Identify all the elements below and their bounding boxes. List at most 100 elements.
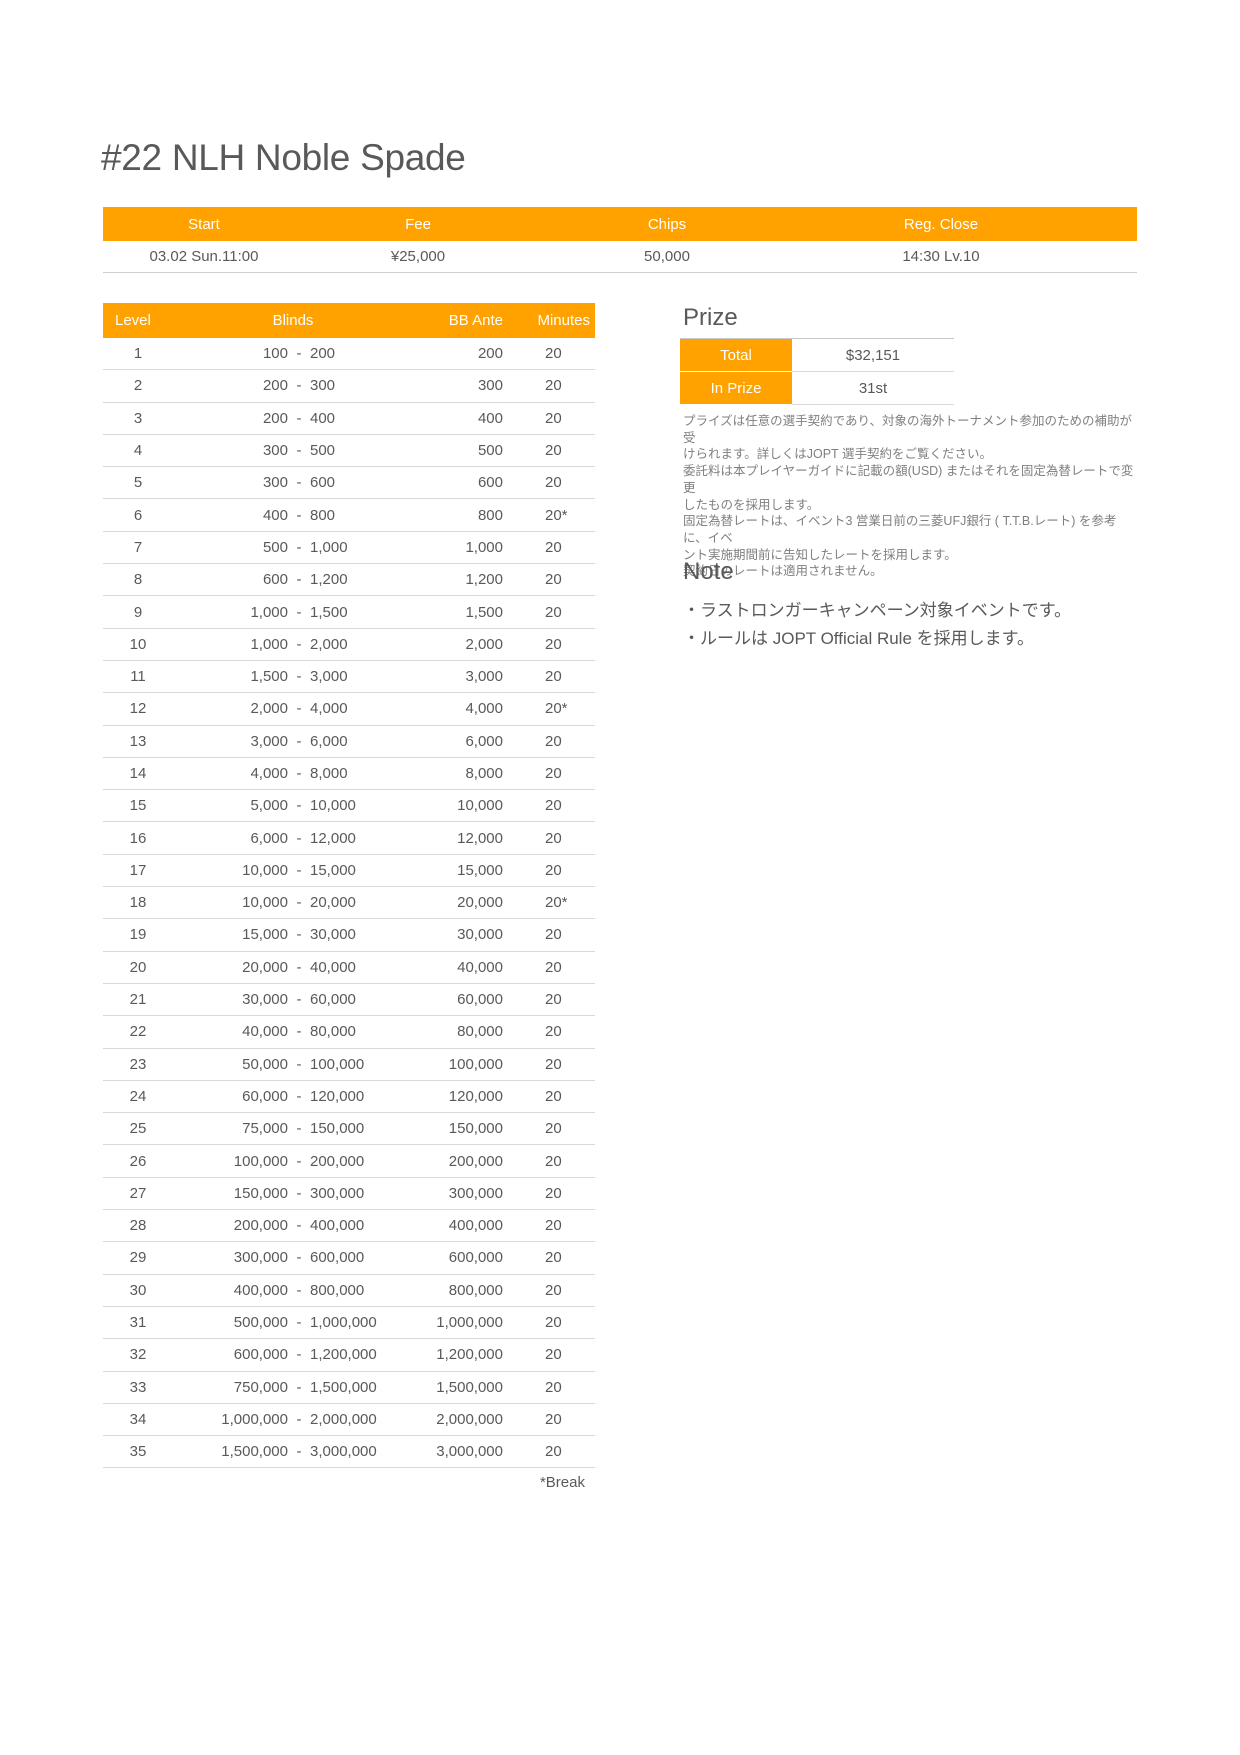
structure-table-row: 32 600,000-1,200,000 1,200,000 20 (103, 1339, 595, 1372)
level-cell: 10 (129, 635, 147, 653)
blinds-dash: - (296, 926, 302, 944)
small-blind-cell: 100,000 (233, 1152, 288, 1170)
big-blind-cell: 120,000 (310, 1087, 365, 1105)
minutes-cell: 20 (545, 732, 562, 750)
small-blind-cell: 60,000 (242, 1087, 288, 1105)
break-footnote: *Break (539, 1474, 585, 1491)
level-cell: 2 (133, 377, 143, 395)
blinds-dash: - (296, 1023, 302, 1041)
big-blind-cell: 400,000 (310, 1217, 365, 1235)
level-cell: 29 (129, 1249, 147, 1267)
small-blind-cell: 750,000 (233, 1378, 288, 1396)
minutes-cell: 20* (545, 506, 568, 524)
small-blind-cell: 300,000 (233, 1249, 288, 1267)
big-blind-cell: 150,000 (310, 1120, 365, 1138)
level-cell: 17 (129, 861, 147, 879)
bb-ante-cell: 400,000 (448, 1217, 503, 1235)
level-cell: 16 (129, 829, 147, 847)
big-blind-cell: 15,000 (310, 861, 356, 879)
small-blind-cell: 400,000 (233, 1281, 288, 1299)
minutes-cell: 20 (545, 1314, 562, 1332)
big-blind-cell: 1,500,000 (310, 1378, 377, 1396)
prize-table: Total $32,151 In Prize 31st (680, 338, 954, 405)
level-cell: 15 (129, 797, 147, 815)
blinds-dash: - (296, 377, 302, 395)
minutes-cell: 20 (545, 797, 562, 815)
big-blind-cell: 1,000 (310, 538, 348, 556)
big-blind-cell: 200,000 (310, 1152, 365, 1170)
bb-ante-cell: 10,000 (457, 797, 503, 815)
structure-table-row: 24 60,000-120,000 120,000 20 (103, 1081, 595, 1114)
structure-table-row: 19 15,000-30,000 30,000 20 (103, 919, 595, 952)
small-blind-cell: 2,000 (250, 700, 288, 718)
bb-ante-cell: 200,000 (448, 1152, 503, 1170)
structure-table-row: 11 1,500-3,000 3,000 20 (103, 661, 595, 694)
minutes-cell: 20 (545, 1184, 562, 1202)
small-blind-cell: 200 (262, 377, 288, 395)
level-cell: 28 (129, 1217, 147, 1235)
structure-table-row: 27 150,000-300,000 300,000 20 (103, 1178, 595, 1211)
blinds-dash: - (296, 700, 302, 718)
level-cell: 18 (129, 894, 147, 912)
minutes-cell: 20 (545, 765, 562, 782)
bb-ante-cell: 800 (477, 506, 503, 524)
big-blind-cell: 40,000 (310, 958, 356, 976)
structure-table-row: 12 2,000-4,000 4,000 20* (103, 693, 595, 726)
big-blind-cell: 2,000 (310, 635, 348, 653)
big-blind-cell: 300,000 (310, 1184, 365, 1202)
structure-table-row: 6 400-800 800 20* (103, 499, 595, 532)
small-blind-cell: 600,000 (233, 1346, 288, 1364)
bb-ante-cell: 150,000 (448, 1120, 503, 1138)
small-blind-cell: 6,000 (250, 829, 288, 847)
big-blind-cell: 1,200 (310, 571, 348, 589)
minutes-cell: 20* (545, 700, 568, 718)
blinds-dash: - (296, 1087, 302, 1105)
bb-ante-cell: 2,000,000 (436, 1410, 503, 1428)
bb-ante-cell: 60,000 (457, 991, 503, 1009)
blinds-dash: - (296, 1152, 302, 1170)
minutes-cell: 20 (545, 635, 562, 653)
blinds-dash: - (296, 797, 302, 815)
info-column-value: ¥25,000 (390, 248, 446, 265)
note-items: ・ラストロンガーキャンペーン対象イベントです。 ・ルールは JOPT Offic… (683, 601, 1072, 648)
level-cell: 35 (129, 1443, 147, 1461)
structure-table-row: 14 4,000-8,000 8,000 20 (103, 758, 595, 791)
minutes-cell: 20 (545, 603, 562, 621)
minutes-cell: 20 (545, 668, 562, 686)
blinds-dash: - (296, 1249, 302, 1267)
minutes-cell: 20 (545, 538, 562, 556)
minutes-cell: 20 (545, 926, 562, 944)
small-blind-cell: 10,000 (242, 861, 288, 879)
small-blind-cell: 200,000 (233, 1217, 288, 1235)
note-heading: Note (683, 558, 734, 585)
small-blind-cell: 500,000 (233, 1314, 288, 1332)
small-blind-cell: 300 (262, 442, 288, 460)
structure-table-row: 23 50,000-100,000 100,000 20 (103, 1049, 595, 1081)
small-blind-cell: 5,000 (250, 797, 288, 815)
small-blind-cell: 1,000,000 (221, 1410, 288, 1428)
big-blind-cell: 3,000 (310, 668, 348, 686)
structure-table-row: 4 300-500 500 20 (103, 435, 595, 468)
minutes-cell: 20 (545, 861, 562, 879)
bb-ante-cell: 2,000 (465, 635, 503, 653)
small-blind-cell: 15,000 (242, 926, 288, 944)
info-column-label: Chips (647, 215, 687, 233)
bb-ante-cell: 1,500,000 (436, 1378, 503, 1396)
big-blind-cell: 600 (310, 474, 336, 492)
minutes-cell: 20 (545, 1152, 562, 1170)
structure-table-row: 26 100,000-200,000 200,000 20 (103, 1145, 595, 1178)
structure-table-row: 33 750,000-1,500,000 1,500,000 20 (103, 1372, 595, 1404)
level-cell: 5 (133, 474, 143, 492)
level-cell: 22 (129, 1023, 147, 1041)
bb-ante-cell: 1,200,000 (436, 1346, 503, 1364)
level-cell: 26 (129, 1152, 147, 1170)
info-column-value: 14:30 Lv.10 (902, 248, 980, 265)
minutes-cell: 20* (545, 894, 568, 912)
blind-structure-table: Level Blinds BB Ante Minutes 1 100-200 200… (103, 303, 595, 1469)
big-blind-cell: 8,000 (310, 765, 348, 782)
level-cell: 34 (129, 1410, 147, 1428)
structure-table-row: 9 1,000-1,500 1,500 20 (103, 596, 595, 629)
bb-ante-cell: 600,000 (448, 1249, 503, 1267)
bb-ante-cell: 300 (477, 377, 503, 395)
small-blind-cell: 4,000 (250, 765, 288, 782)
